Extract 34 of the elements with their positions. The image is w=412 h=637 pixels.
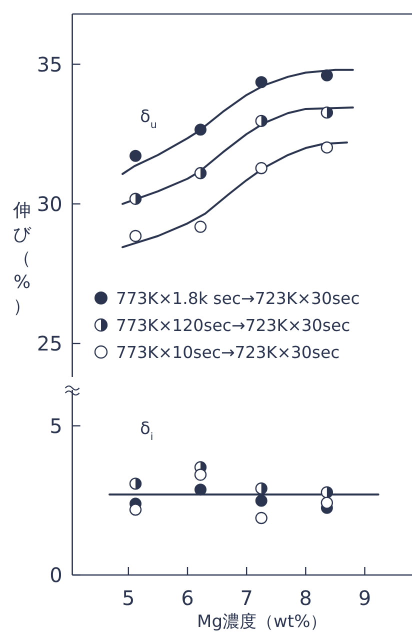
annotation: δ$_{u}$ [140, 107, 157, 130]
line-series [122, 68, 354, 175]
y-tick-label: 30 [36, 192, 62, 216]
y-tick-label: 25 [36, 331, 62, 356]
line-series [122, 141, 348, 248]
point [194, 468, 207, 481]
point [194, 220, 207, 233]
point [320, 69, 333, 82]
point [129, 504, 142, 516]
y-tick-label: 35 [36, 52, 62, 76]
point [320, 496, 334, 509]
point [129, 230, 142, 242]
legend-label: 773K×120sec→723K×30sec [116, 316, 350, 335]
x-tick-label: 9 [358, 586, 372, 610]
y-tick-label: 0 [50, 563, 62, 587]
legend-label: 773K×1.8k sec→723K×30sec [116, 289, 360, 308]
x-tick-label: 7 [240, 586, 253, 610]
line-series [122, 106, 354, 205]
annotation: δ$_{i}$ [140, 419, 154, 442]
point [255, 162, 268, 174]
x-tick-label: 5 [122, 586, 135, 610]
point [194, 124, 206, 136]
y-tick-label: 5 [50, 414, 62, 438]
y-axis-title: 伸び（%） [12, 200, 32, 317]
point [255, 512, 268, 524]
point [320, 141, 334, 154]
point [130, 150, 142, 162]
x-axis-title: Mg濃度（wt%） [197, 612, 328, 632]
point [255, 76, 268, 88]
point [194, 484, 206, 496]
legend-label: 773K×10sec→723K×30sec [116, 343, 340, 362]
point [255, 494, 268, 507]
x-tick-label: 6 [181, 586, 194, 610]
x-tick-label: 8 [299, 586, 312, 610]
